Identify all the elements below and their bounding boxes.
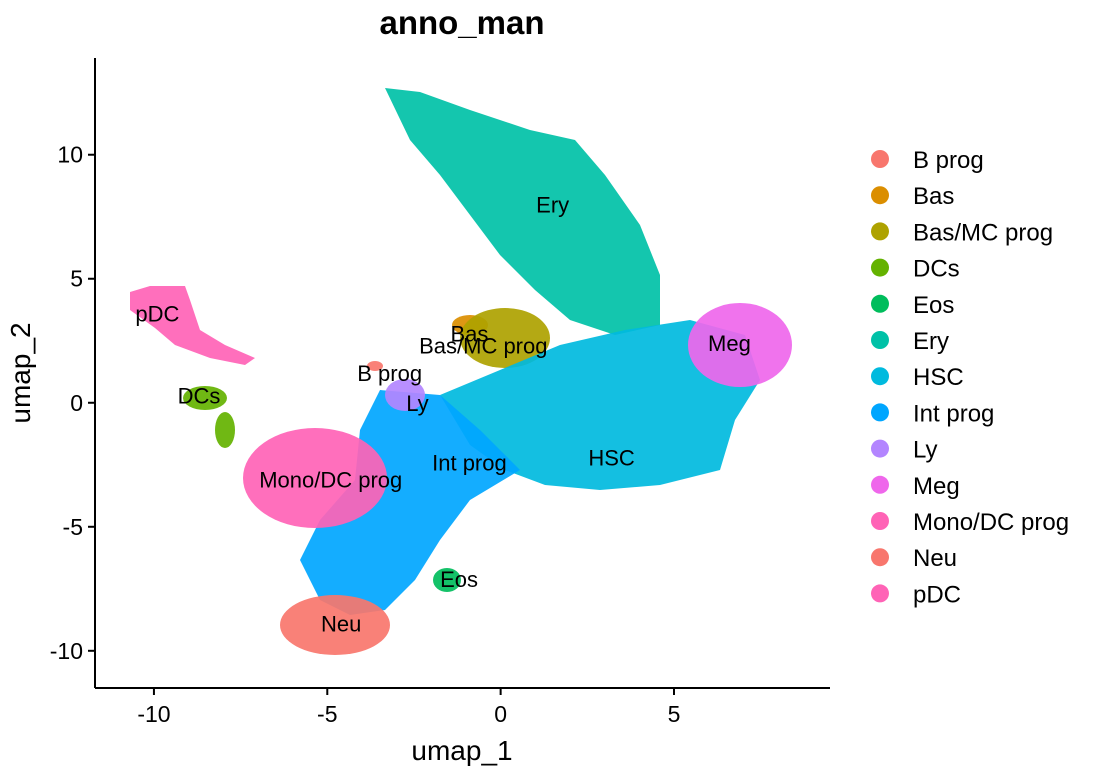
legend-swatch-neu	[871, 548, 889, 567]
cluster-label-neu: Neu	[321, 612, 361, 637]
legend-label-mono-dc-prog: Mono/DC prog	[913, 509, 1069, 536]
legend-swatch-int-prog	[871, 403, 889, 422]
legend-label-pdc: pDC	[913, 581, 961, 608]
legend-label-neu: Neu	[913, 545, 957, 572]
point-cloud-int-prog	[300, 390, 520, 615]
cluster-label-b-prog: B prog	[357, 361, 422, 386]
legend-label-eos: Eos	[913, 292, 954, 319]
y-axis-ticks: -10 -5 0 5 10	[50, 142, 95, 664]
legend-label-meg: Meg	[913, 473, 960, 500]
cluster-label-pdc: pDC	[135, 301, 179, 326]
point-cloud-mono-dc-prog	[243, 428, 387, 528]
legend-label-b-prog: B prog	[913, 147, 984, 174]
legend-swatch-meg	[871, 475, 889, 494]
cluster-label-hsc: HSC	[588, 445, 635, 470]
cluster-label-dcs: DCs	[178, 383, 221, 408]
cluster-label-bas-mc-prog: Bas/MC prog	[419, 334, 547, 359]
legend-swatch-hsc	[871, 367, 889, 386]
y-axis-title: umap_2	[5, 322, 36, 423]
legend-swatch-bas	[871, 186, 889, 205]
point-cloud-dcs	[183, 386, 227, 410]
legend-label-ly: Ly	[913, 437, 937, 464]
point-cloud-hsc	[440, 320, 760, 490]
cluster-label-ery: Ery	[536, 192, 569, 217]
legend-label-bas-mc-prog: Bas/MC prog	[913, 219, 1053, 246]
point-cloud-ly	[385, 379, 425, 411]
legend-swatch-b-prog	[871, 150, 889, 168]
cluster-label-mono-dc-prog: Mono/DC prog	[259, 468, 402, 493]
point-cloud-pdc	[130, 286, 255, 365]
legend-swatch-ery	[871, 331, 889, 349]
y-tick-label: -5	[63, 514, 83, 540]
point-cloud-b-prog	[367, 361, 383, 371]
x-tick-label: 5	[668, 701, 681, 727]
y-tick-label: 5	[70, 266, 83, 292]
cluster-label-eos: Eos	[440, 567, 478, 592]
legend-label-hsc: HSC	[913, 364, 964, 391]
legend-swatch-eos	[871, 294, 889, 313]
legend-label-dcs: DCs	[913, 256, 960, 283]
legend-swatch-ly	[871, 439, 889, 458]
x-tick-label: 0	[494, 701, 507, 727]
legend-swatch-mono-dc-prog	[871, 512, 889, 530]
point-cloud-bas-mc-prog	[460, 308, 550, 368]
legend-swatch-dcs	[871, 258, 889, 277]
point-cloud-ery	[385, 88, 660, 335]
legend-swatch-bas-mc-prog	[871, 222, 889, 241]
y-tick-label: 10	[57, 142, 83, 168]
cluster-label-int-prog: Int prog	[432, 450, 507, 475]
x-tick-label: -5	[317, 701, 337, 727]
legend-swatch-pdc	[871, 584, 889, 603]
legend-label-bas: Bas	[913, 183, 954, 210]
point-cloud-eos	[433, 568, 461, 592]
cluster-point-clouds	[130, 88, 792, 655]
x-axis-title: umap_1	[411, 735, 512, 766]
x-tick-label: -10	[137, 701, 170, 727]
point-cloud-neu	[280, 595, 390, 655]
y-tick-label: -10	[50, 638, 83, 664]
point-cloud-meg	[688, 303, 792, 387]
x-axis-ticks: -10 -5 0 5	[137, 688, 680, 727]
y-tick-label: 0	[70, 390, 83, 416]
point-cloud-dcs-1	[215, 412, 235, 448]
legend-label-int-prog: Int prog	[913, 400, 994, 427]
cluster-label-ly: Ly	[406, 391, 428, 416]
cluster-label-bas: Bas	[450, 321, 488, 346]
legend: B prog Bas Bas/MC prog DCs Eos Ery HSC Int prog…	[871, 147, 1069, 608]
legend-label-ery: Ery	[913, 328, 949, 355]
cluster-label-meg: Meg	[708, 331, 751, 356]
chart-title: anno_man	[379, 4, 544, 41]
